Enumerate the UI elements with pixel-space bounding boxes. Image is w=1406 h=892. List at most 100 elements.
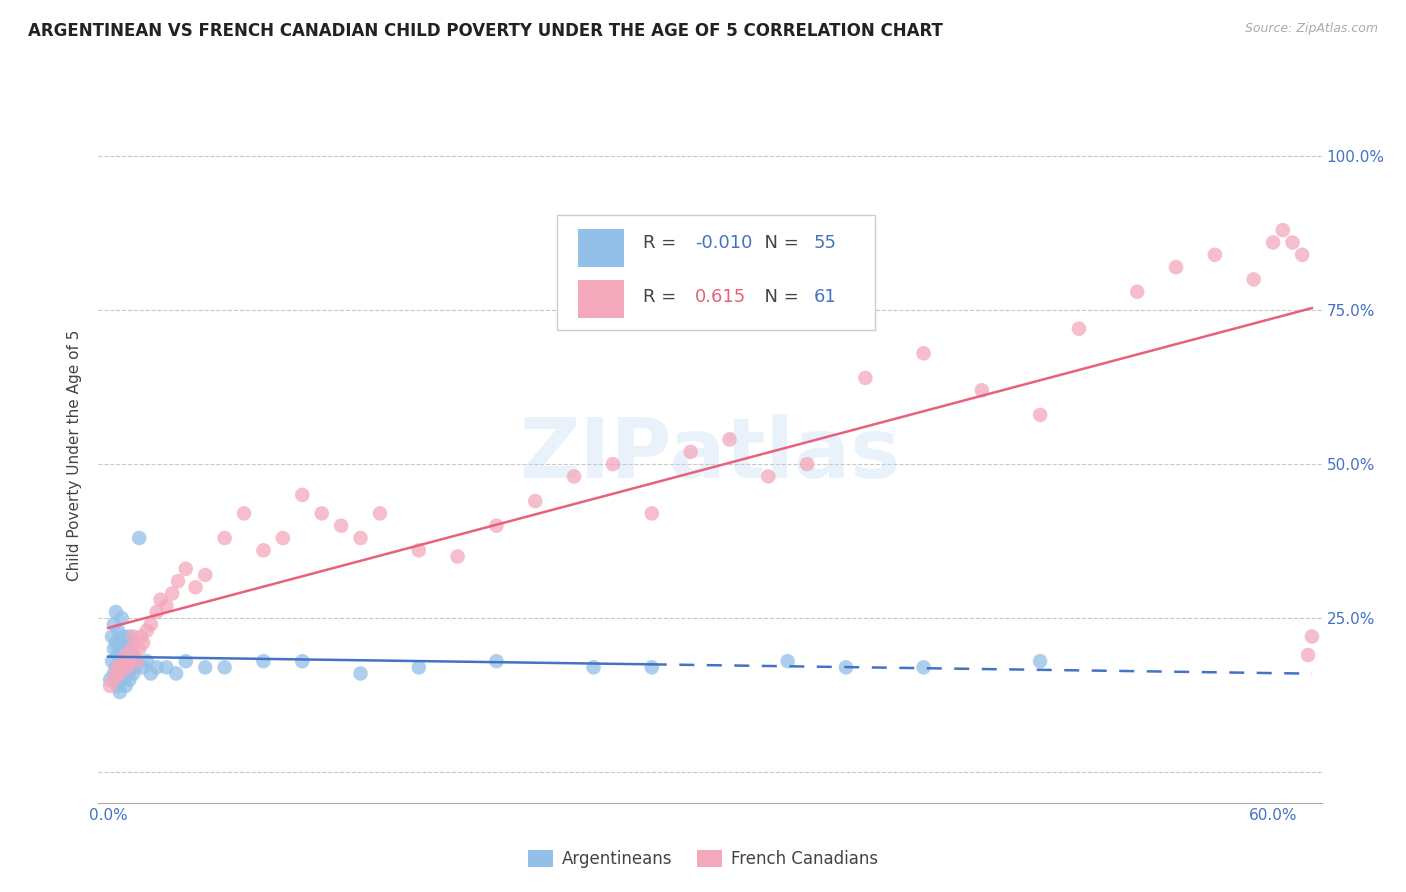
- Point: [1029, 654, 1052, 668]
- Point: [104, 660, 127, 674]
- Point: [641, 507, 664, 521]
- Text: Source: ZipAtlas.com: Source: ZipAtlas.com: [1244, 22, 1378, 36]
- FancyBboxPatch shape: [557, 215, 875, 330]
- Point: [912, 660, 935, 674]
- Point: [122, 648, 145, 662]
- Text: R =: R =: [643, 288, 688, 306]
- Point: [108, 636, 131, 650]
- Point: [1243, 272, 1265, 286]
- Point: [112, 630, 135, 644]
- Point: [98, 679, 121, 693]
- Point: [1204, 248, 1226, 262]
- Point: [155, 599, 177, 613]
- Point: [103, 666, 125, 681]
- Point: [120, 660, 142, 674]
- Point: [1281, 235, 1303, 250]
- Point: [311, 507, 333, 521]
- Point: [114, 679, 136, 693]
- Point: [132, 660, 155, 674]
- Point: [194, 568, 217, 582]
- Point: [101, 630, 124, 644]
- Point: [111, 660, 134, 674]
- Point: [103, 641, 125, 656]
- Bar: [578, 229, 624, 267]
- Point: [101, 654, 124, 668]
- Point: [165, 666, 187, 681]
- Point: [136, 624, 159, 638]
- Point: [485, 518, 508, 533]
- Point: [194, 660, 217, 674]
- Bar: [578, 279, 624, 318]
- Point: [1296, 648, 1319, 662]
- Text: 55: 55: [814, 235, 837, 252]
- Point: [111, 666, 134, 681]
- Point: [104, 605, 127, 619]
- Point: [104, 636, 127, 650]
- Point: [174, 654, 197, 668]
- Point: [120, 636, 142, 650]
- Point: [136, 654, 159, 668]
- Point: [718, 433, 741, 447]
- Point: [108, 685, 131, 699]
- Point: [108, 666, 131, 681]
- Text: ZIPatlas: ZIPatlas: [520, 415, 900, 495]
- Point: [127, 654, 149, 668]
- Text: 61: 61: [814, 288, 837, 306]
- Text: R =: R =: [643, 235, 682, 252]
- Point: [155, 660, 177, 674]
- Point: [1261, 235, 1284, 250]
- Point: [107, 624, 129, 638]
- Point: [970, 384, 993, 398]
- Point: [114, 648, 136, 662]
- Point: [174, 562, 197, 576]
- Text: -0.010: -0.010: [696, 235, 752, 252]
- Point: [118, 673, 141, 687]
- Point: [1164, 260, 1187, 274]
- Point: [776, 654, 799, 668]
- Point: [117, 648, 139, 662]
- Point: [145, 605, 167, 619]
- Point: [349, 666, 371, 681]
- Point: [233, 507, 256, 521]
- Point: [679, 445, 702, 459]
- Point: [132, 636, 155, 650]
- Point: [103, 673, 125, 687]
- Text: ARGENTINEAN VS FRENCH CANADIAN CHILD POVERTY UNDER THE AGE OF 5 CORRELATION CHAR: ARGENTINEAN VS FRENCH CANADIAN CHILD POV…: [28, 22, 943, 40]
- Point: [756, 469, 779, 483]
- Point: [1301, 630, 1323, 644]
- Point: [114, 641, 136, 656]
- Point: [641, 660, 664, 674]
- Point: [446, 549, 468, 564]
- Point: [349, 531, 371, 545]
- Point: [127, 654, 149, 668]
- Point: [108, 660, 131, 674]
- Point: [912, 346, 935, 360]
- Point: [117, 666, 139, 681]
- Point: [103, 617, 125, 632]
- Point: [160, 586, 183, 600]
- Point: [122, 630, 145, 644]
- Point: [111, 641, 134, 656]
- Point: [139, 666, 162, 681]
- Point: [107, 679, 129, 693]
- Y-axis label: Child Poverty Under the Age of 5: Child Poverty Under the Age of 5: [67, 329, 83, 581]
- Point: [128, 641, 150, 656]
- Point: [184, 580, 207, 594]
- Point: [582, 660, 605, 674]
- Point: [129, 630, 152, 644]
- Point: [485, 654, 508, 668]
- Point: [112, 654, 135, 668]
- Point: [408, 543, 430, 558]
- Point: [1271, 223, 1294, 237]
- Point: [1126, 285, 1149, 299]
- Point: [117, 660, 139, 674]
- Point: [796, 457, 818, 471]
- Text: N =: N =: [752, 288, 804, 306]
- Point: [853, 371, 876, 385]
- Point: [214, 531, 236, 545]
- Point: [167, 574, 190, 589]
- Point: [252, 543, 274, 558]
- Point: [122, 666, 145, 681]
- Point: [104, 666, 127, 681]
- Text: N =: N =: [752, 235, 804, 252]
